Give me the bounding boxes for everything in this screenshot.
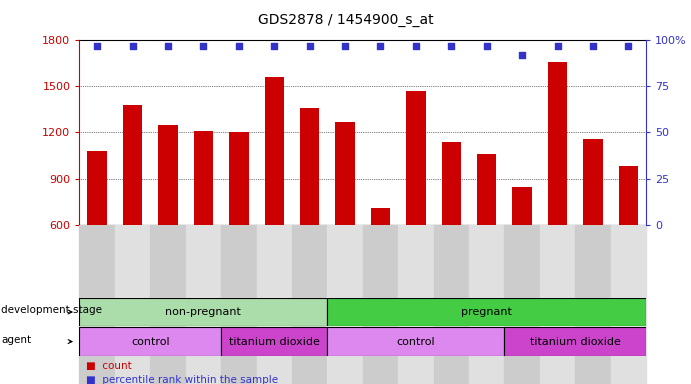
Point: [269, 43, 280, 49]
Bar: [328, 225, 363, 307]
Bar: [469, 225, 504, 384]
Point: [162, 43, 173, 49]
Bar: [221, 327, 328, 356]
Point: [587, 43, 598, 49]
Point: [446, 43, 457, 49]
Text: titanium dioxide: titanium dioxide: [530, 336, 621, 347]
Bar: [256, 225, 292, 307]
Bar: [256, 225, 292, 384]
Bar: [618, 166, 638, 225]
Bar: [300, 108, 319, 225]
Bar: [548, 62, 567, 225]
Bar: [398, 225, 434, 307]
Bar: [469, 225, 504, 307]
Bar: [115, 225, 150, 384]
Bar: [186, 225, 221, 384]
Bar: [151, 225, 186, 307]
Bar: [221, 225, 256, 307]
Bar: [442, 142, 461, 225]
Bar: [335, 122, 354, 225]
Text: development stage: development stage: [1, 305, 102, 315]
Point: [92, 43, 103, 49]
Text: GDS2878 / 1454900_s_at: GDS2878 / 1454900_s_at: [258, 13, 433, 27]
Point: [552, 43, 563, 49]
Bar: [504, 327, 646, 356]
Bar: [328, 225, 363, 384]
Point: [234, 43, 245, 49]
Bar: [328, 327, 504, 356]
Bar: [513, 187, 532, 225]
Bar: [363, 225, 398, 384]
Bar: [406, 91, 426, 225]
Bar: [193, 131, 213, 225]
Bar: [575, 225, 611, 384]
Text: control: control: [131, 336, 169, 347]
Text: agent: agent: [1, 334, 32, 345]
Point: [481, 43, 492, 49]
Bar: [79, 225, 115, 307]
Bar: [504, 225, 540, 384]
Point: [339, 43, 350, 49]
Bar: [575, 225, 611, 307]
Bar: [221, 225, 256, 384]
Bar: [79, 327, 221, 356]
Bar: [186, 225, 221, 307]
Point: [623, 43, 634, 49]
Bar: [123, 105, 142, 225]
Bar: [150, 225, 186, 384]
Bar: [265, 77, 284, 225]
Point: [375, 43, 386, 49]
Text: titanium dioxide: titanium dioxide: [229, 336, 320, 347]
Bar: [504, 225, 540, 307]
Point: [304, 43, 315, 49]
Bar: [292, 225, 328, 384]
Bar: [434, 225, 469, 307]
Bar: [371, 208, 390, 225]
Bar: [611, 225, 646, 307]
Bar: [540, 225, 575, 384]
Point: [198, 43, 209, 49]
Bar: [79, 225, 115, 384]
Bar: [79, 298, 328, 326]
Text: ■  percentile rank within the sample: ■ percentile rank within the sample: [86, 375, 278, 384]
Bar: [611, 225, 646, 384]
Point: [127, 43, 138, 49]
Bar: [88, 151, 107, 225]
Bar: [158, 125, 178, 225]
Bar: [115, 225, 150, 307]
Bar: [540, 225, 575, 307]
Point: [410, 43, 422, 49]
Bar: [229, 132, 249, 225]
Text: pregnant: pregnant: [462, 307, 512, 317]
Bar: [398, 225, 433, 384]
Point: [517, 52, 528, 58]
Bar: [328, 298, 646, 326]
Text: non-pregnant: non-pregnant: [165, 307, 241, 317]
Text: control: control: [397, 336, 435, 347]
Bar: [292, 225, 328, 307]
Bar: [363, 225, 398, 307]
Bar: [477, 154, 496, 225]
Bar: [583, 139, 603, 225]
Text: ■  count: ■ count: [86, 361, 132, 371]
Bar: [434, 225, 469, 384]
